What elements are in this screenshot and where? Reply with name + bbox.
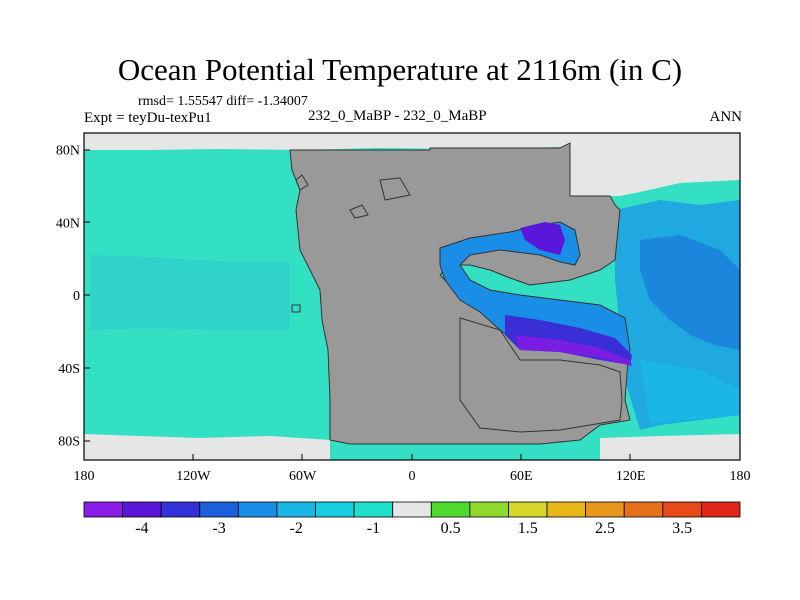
inland-sea-core	[515, 335, 632, 366]
inland-sea-deep-north	[520, 222, 565, 255]
colorbar-label: 0.5	[441, 520, 461, 537]
colorbar-box	[430, 501, 471, 518]
colorbar-label: -4	[135, 520, 148, 537]
lat-label: 80S	[58, 435, 80, 450]
colorbar-box	[122, 501, 162, 518]
colorbar-box	[237, 501, 278, 518]
land-southeast	[459, 317, 623, 433]
ocean-east-south	[640, 360, 740, 422]
lon-label: 60W	[289, 469, 317, 484]
lon-label: 120W	[176, 469, 211, 484]
latitude-labels: 80N 40N 0 40S 80S	[56, 144, 80, 450]
longitude-labels: 180 120W 60W 0 60E 120E 180	[74, 469, 751, 484]
colorbar-boxes	[83, 501, 741, 518]
case-label: 232_0_MaBP - 232_0_MaBP	[308, 108, 487, 124]
ocean-east-cool-inner	[640, 235, 740, 350]
lon-label: 180	[74, 469, 95, 484]
plot-title: Ocean Potential Temperature at 2116m (in…	[117, 52, 683, 87]
colorbar-box	[662, 501, 702, 518]
colorbar-box	[623, 501, 664, 518]
colorbar-box	[160, 501, 201, 518]
antarctic-ice	[84, 434, 330, 460]
lat-label: 0	[73, 289, 80, 304]
season-label: ANN	[709, 109, 743, 125]
colorbar-label: 3.5	[672, 520, 692, 537]
colorbar-box	[701, 501, 741, 518]
colorbar-box	[83, 501, 123, 518]
northeast-ice	[570, 138, 740, 196]
colorbar-box	[469, 501, 509, 518]
inland-sea-band	[439, 221, 631, 363]
lat-label: 40S	[58, 362, 80, 377]
lon-label: 180	[730, 469, 751, 484]
tick-marks	[83, 149, 741, 460]
lon-label: 120E	[616, 469, 646, 484]
colorbar-box	[199, 501, 239, 518]
colorbar-box	[353, 501, 394, 518]
experiment-label: Expt = teyDu-texPu1	[84, 110, 212, 126]
colorbar-box	[276, 501, 316, 518]
colorbar-box	[546, 501, 587, 518]
colorbar-label: 1.5	[518, 520, 538, 537]
colorbar-label: -3	[212, 520, 225, 537]
coastline	[291, 174, 411, 313]
colorbar-box	[315, 501, 355, 518]
ocean-anomaly-west	[90, 255, 290, 330]
map-field	[84, 133, 740, 460]
colorbar-box	[585, 501, 625, 518]
lon-label: 0	[409, 469, 416, 484]
lon-label: 60E	[510, 469, 533, 484]
lat-label: 80N	[56, 144, 80, 159]
antarctic-ice-east	[600, 434, 740, 460]
colorbar-label: -1	[367, 520, 380, 537]
colorbar-box	[392, 501, 432, 518]
lat-label: 40N	[56, 216, 80, 231]
colorbar-labels: -4 -3 -2 -1 0.5 1.5 2.5 3.5	[135, 520, 692, 537]
colorbar-box	[508, 501, 548, 518]
colorbar-label: -2	[290, 520, 303, 537]
stats-text: rmsd= 1.55547 diff= -1.34007	[138, 94, 308, 109]
colorbar-label: 2.5	[595, 520, 615, 537]
